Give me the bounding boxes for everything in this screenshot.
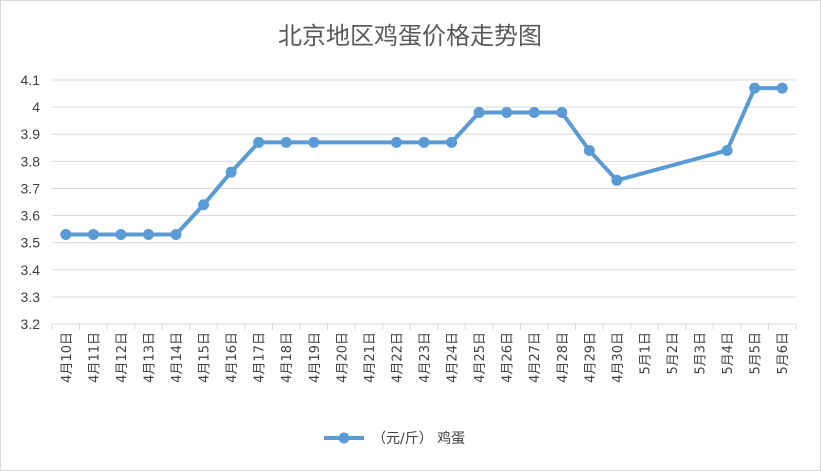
y-tick-label-0: 3.2 [21, 316, 41, 332]
data-point-18 [556, 107, 568, 119]
x-tick-label-8: 4月18日 [280, 332, 295, 383]
x-tick-label-20: 4月30日 [611, 332, 626, 383]
data-point-5 [198, 199, 210, 211]
y-tick-label-7: 3.9 [21, 126, 41, 142]
series-layer [60, 82, 788, 241]
x-tick-label-0: 4月10日 [60, 332, 75, 383]
x-tick-label-1: 4月11日 [87, 332, 102, 383]
x-tick-label-11: 4月21日 [363, 332, 378, 383]
data-point-6 [225, 166, 237, 178]
x-tick-label-6: 4月16日 [225, 332, 240, 383]
x-tick-label-7: 4月17日 [253, 332, 268, 383]
y-tick-label-2: 3.4 [21, 262, 41, 278]
data-point-7 [253, 136, 265, 148]
x-tick-label-4: 4月14日 [170, 332, 185, 383]
data-point-13 [418, 136, 430, 148]
x-tick-label-18: 4月28日 [556, 332, 571, 383]
legend: （元/斤） 鸡蛋 [324, 430, 465, 447]
x-tick-label-2: 4月12日 [115, 332, 130, 383]
x-tick-label-25: 5月5日 [749, 332, 764, 375]
legend-label: （元/斤） 鸡蛋 [372, 430, 465, 447]
x-tick-label-16: 4月26日 [501, 332, 516, 383]
x-tick-label-9: 4月19日 [308, 332, 323, 383]
y-tick-label-1: 3.3 [21, 289, 41, 305]
data-point-3 [142, 229, 154, 241]
data-point-1 [87, 229, 99, 241]
data-point-15 [473, 107, 485, 119]
gridlines [52, 79, 796, 325]
x-tick-label-10: 4月20日 [335, 332, 350, 383]
data-point-9 [308, 136, 320, 148]
y-axis-ticks: 3.2 3.3 3.4 3.5 3.6 3.7 3.8 3.9 4 4.1 [21, 72, 41, 332]
y-tick-label-6: 3.8 [21, 153, 41, 169]
data-point-25 [749, 82, 761, 94]
data-point-12 [390, 136, 402, 148]
x-tick-label-22: 5月2日 [666, 332, 681, 375]
chart-title: 北京地区鸡蛋价格走势图 [278, 22, 542, 50]
x-tick-label-12: 4月22日 [390, 332, 405, 383]
x-tick-label-5: 4月15日 [198, 332, 213, 383]
data-point-2 [115, 229, 127, 241]
y-tick-label-8: 4 [32, 99, 40, 115]
data-point-4 [170, 229, 182, 241]
x-tick-label-21: 5月1日 [638, 332, 653, 375]
y-tick-label-3: 3.5 [21, 235, 41, 251]
data-point-24 [721, 144, 733, 156]
x-tick-label-14: 4月24日 [446, 332, 461, 383]
y-tick-label-5: 3.7 [21, 180, 41, 196]
legend-marker [338, 432, 350, 444]
x-tick-label-15: 4月25日 [473, 332, 488, 383]
x-tick-label-23: 5月3日 [694, 332, 709, 375]
data-point-26 [776, 82, 788, 94]
y-tick-label-9: 4.1 [21, 72, 41, 88]
x-tick-label-17: 4月27日 [528, 332, 543, 383]
series-line-0 [63, 86, 785, 237]
x-tick-label-3: 4月13日 [142, 332, 157, 383]
x-axis: 4月10日 4月11日 4月12日 4月13日 4月14日 4月15日 4月16日 4月17日… [51, 324, 797, 383]
x-tick-label-13: 4月23日 [418, 332, 433, 383]
data-point-8 [280, 136, 292, 148]
data-point-19 [583, 144, 595, 156]
x-tick-label-26: 5月6日 [776, 332, 791, 375]
data-point-0 [60, 229, 72, 241]
data-point-14 [446, 136, 458, 148]
data-point-16 [501, 107, 513, 119]
data-point-20 [611, 174, 623, 186]
y-tick-label-4: 3.6 [21, 208, 41, 224]
x-tick-label-24: 5月4日 [721, 332, 736, 375]
x-tick-label-19: 4月29日 [583, 332, 598, 383]
data-point-17 [528, 107, 540, 119]
